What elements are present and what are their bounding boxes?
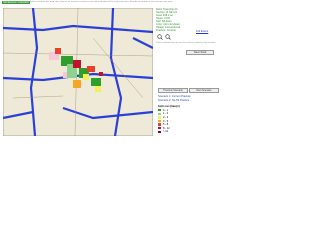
info-line: Crop: Corn-Soybean (156, 23, 180, 26)
full-extent-link[interactable]: Full Extent (196, 30, 209, 33)
legend-swatch (158, 127, 161, 130)
zoom-tools[interactable] (157, 34, 173, 40)
legend-label: 0 - 1 (163, 108, 169, 112)
legend-swatch (158, 119, 161, 123)
info-line: Tillage: Conventional (156, 26, 181, 29)
info-line: Practice: Contour (156, 29, 177, 32)
legend-label: 5 - 8 (163, 123, 169, 127)
legend-title: Soil Loss (t/ac/yr) (158, 105, 180, 108)
legend-label: 2 - 3 (163, 115, 169, 119)
prev-button[interactable]: Previous Scenario (158, 88, 188, 94)
legend-label: > 12 (163, 130, 169, 134)
header-note: Select a field on the map, then choose a… (30, 1, 173, 3)
legend-label: 3 - 5 (163, 119, 169, 123)
legend-swatch (158, 116, 161, 119)
select-button[interactable]: Select Field (186, 50, 214, 56)
legend-swatch (158, 130, 161, 133)
hint: Click a colored area to see the soil los… (156, 42, 216, 44)
legend-swatch (158, 109, 161, 112)
info-line: Field: Township 24 (156, 8, 178, 11)
legend-label: 8 - 12 (163, 126, 170, 130)
header-badge: Soil Erosion Calculator (2, 1, 31, 4)
info-line: Area: 158.2 ac (156, 14, 173, 17)
scenario-sub[interactable]: Scenario 2: No-Till Practice (158, 99, 190, 102)
next-button[interactable]: Next Scenario (189, 88, 219, 94)
legend-swatch (158, 123, 161, 126)
info-line: Soil: Silt loam (156, 20, 172, 23)
app-window: Soil Erosion Calculator Select a field o… (0, 0, 220, 144)
scenario-title[interactable]: Scenario 1: Current Practice (158, 95, 191, 98)
legend-label: 1 - 2 (163, 112, 169, 116)
info-line: Section 14 NE 1/4 (156, 11, 177, 14)
map[interactable] (3, 8, 153, 136)
info-line: Slope: 2-6% (156, 17, 171, 20)
legend-swatch (158, 112, 161, 115)
